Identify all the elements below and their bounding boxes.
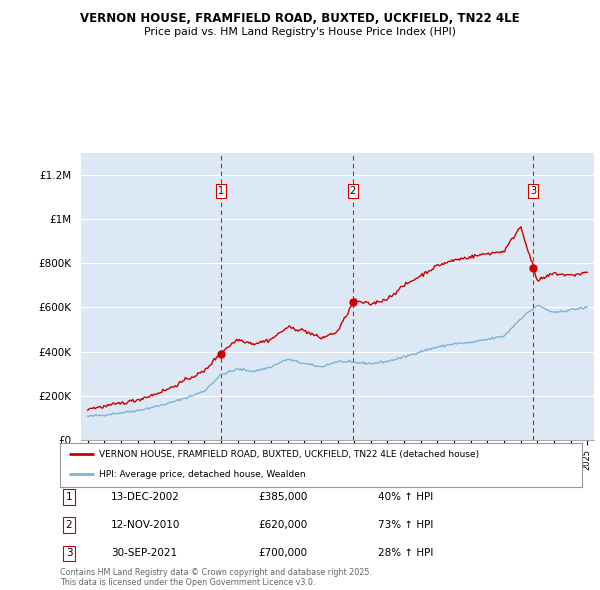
Text: 13-DEC-2002: 13-DEC-2002 [111,492,180,502]
Text: £385,000: £385,000 [258,492,307,502]
Text: £700,000: £700,000 [258,549,307,558]
Text: 40% ↑ HPI: 40% ↑ HPI [378,492,433,502]
Text: VERNON HOUSE, FRAMFIELD ROAD, BUXTED, UCKFIELD, TN22 4LE: VERNON HOUSE, FRAMFIELD ROAD, BUXTED, UC… [80,12,520,25]
Text: 30-SEP-2021: 30-SEP-2021 [111,549,177,558]
Text: 28% ↑ HPI: 28% ↑ HPI [378,549,433,558]
Text: £620,000: £620,000 [258,520,307,530]
Text: 2: 2 [65,520,73,530]
Text: 73% ↑ HPI: 73% ↑ HPI [378,520,433,530]
Text: 1: 1 [218,186,224,196]
Text: 12-NOV-2010: 12-NOV-2010 [111,520,181,530]
Text: Price paid vs. HM Land Registry's House Price Index (HPI): Price paid vs. HM Land Registry's House … [144,27,456,37]
Text: Contains HM Land Registry data © Crown copyright and database right 2025.
This d: Contains HM Land Registry data © Crown c… [60,568,372,587]
Text: VERNON HOUSE, FRAMFIELD ROAD, BUXTED, UCKFIELD, TN22 4LE (detached house): VERNON HOUSE, FRAMFIELD ROAD, BUXTED, UC… [99,450,479,459]
Text: 3: 3 [65,549,73,558]
Text: 2: 2 [350,186,356,196]
Text: 3: 3 [530,186,536,196]
Text: 1: 1 [65,492,73,502]
Text: HPI: Average price, detached house, Wealden: HPI: Average price, detached house, Weal… [99,470,306,479]
